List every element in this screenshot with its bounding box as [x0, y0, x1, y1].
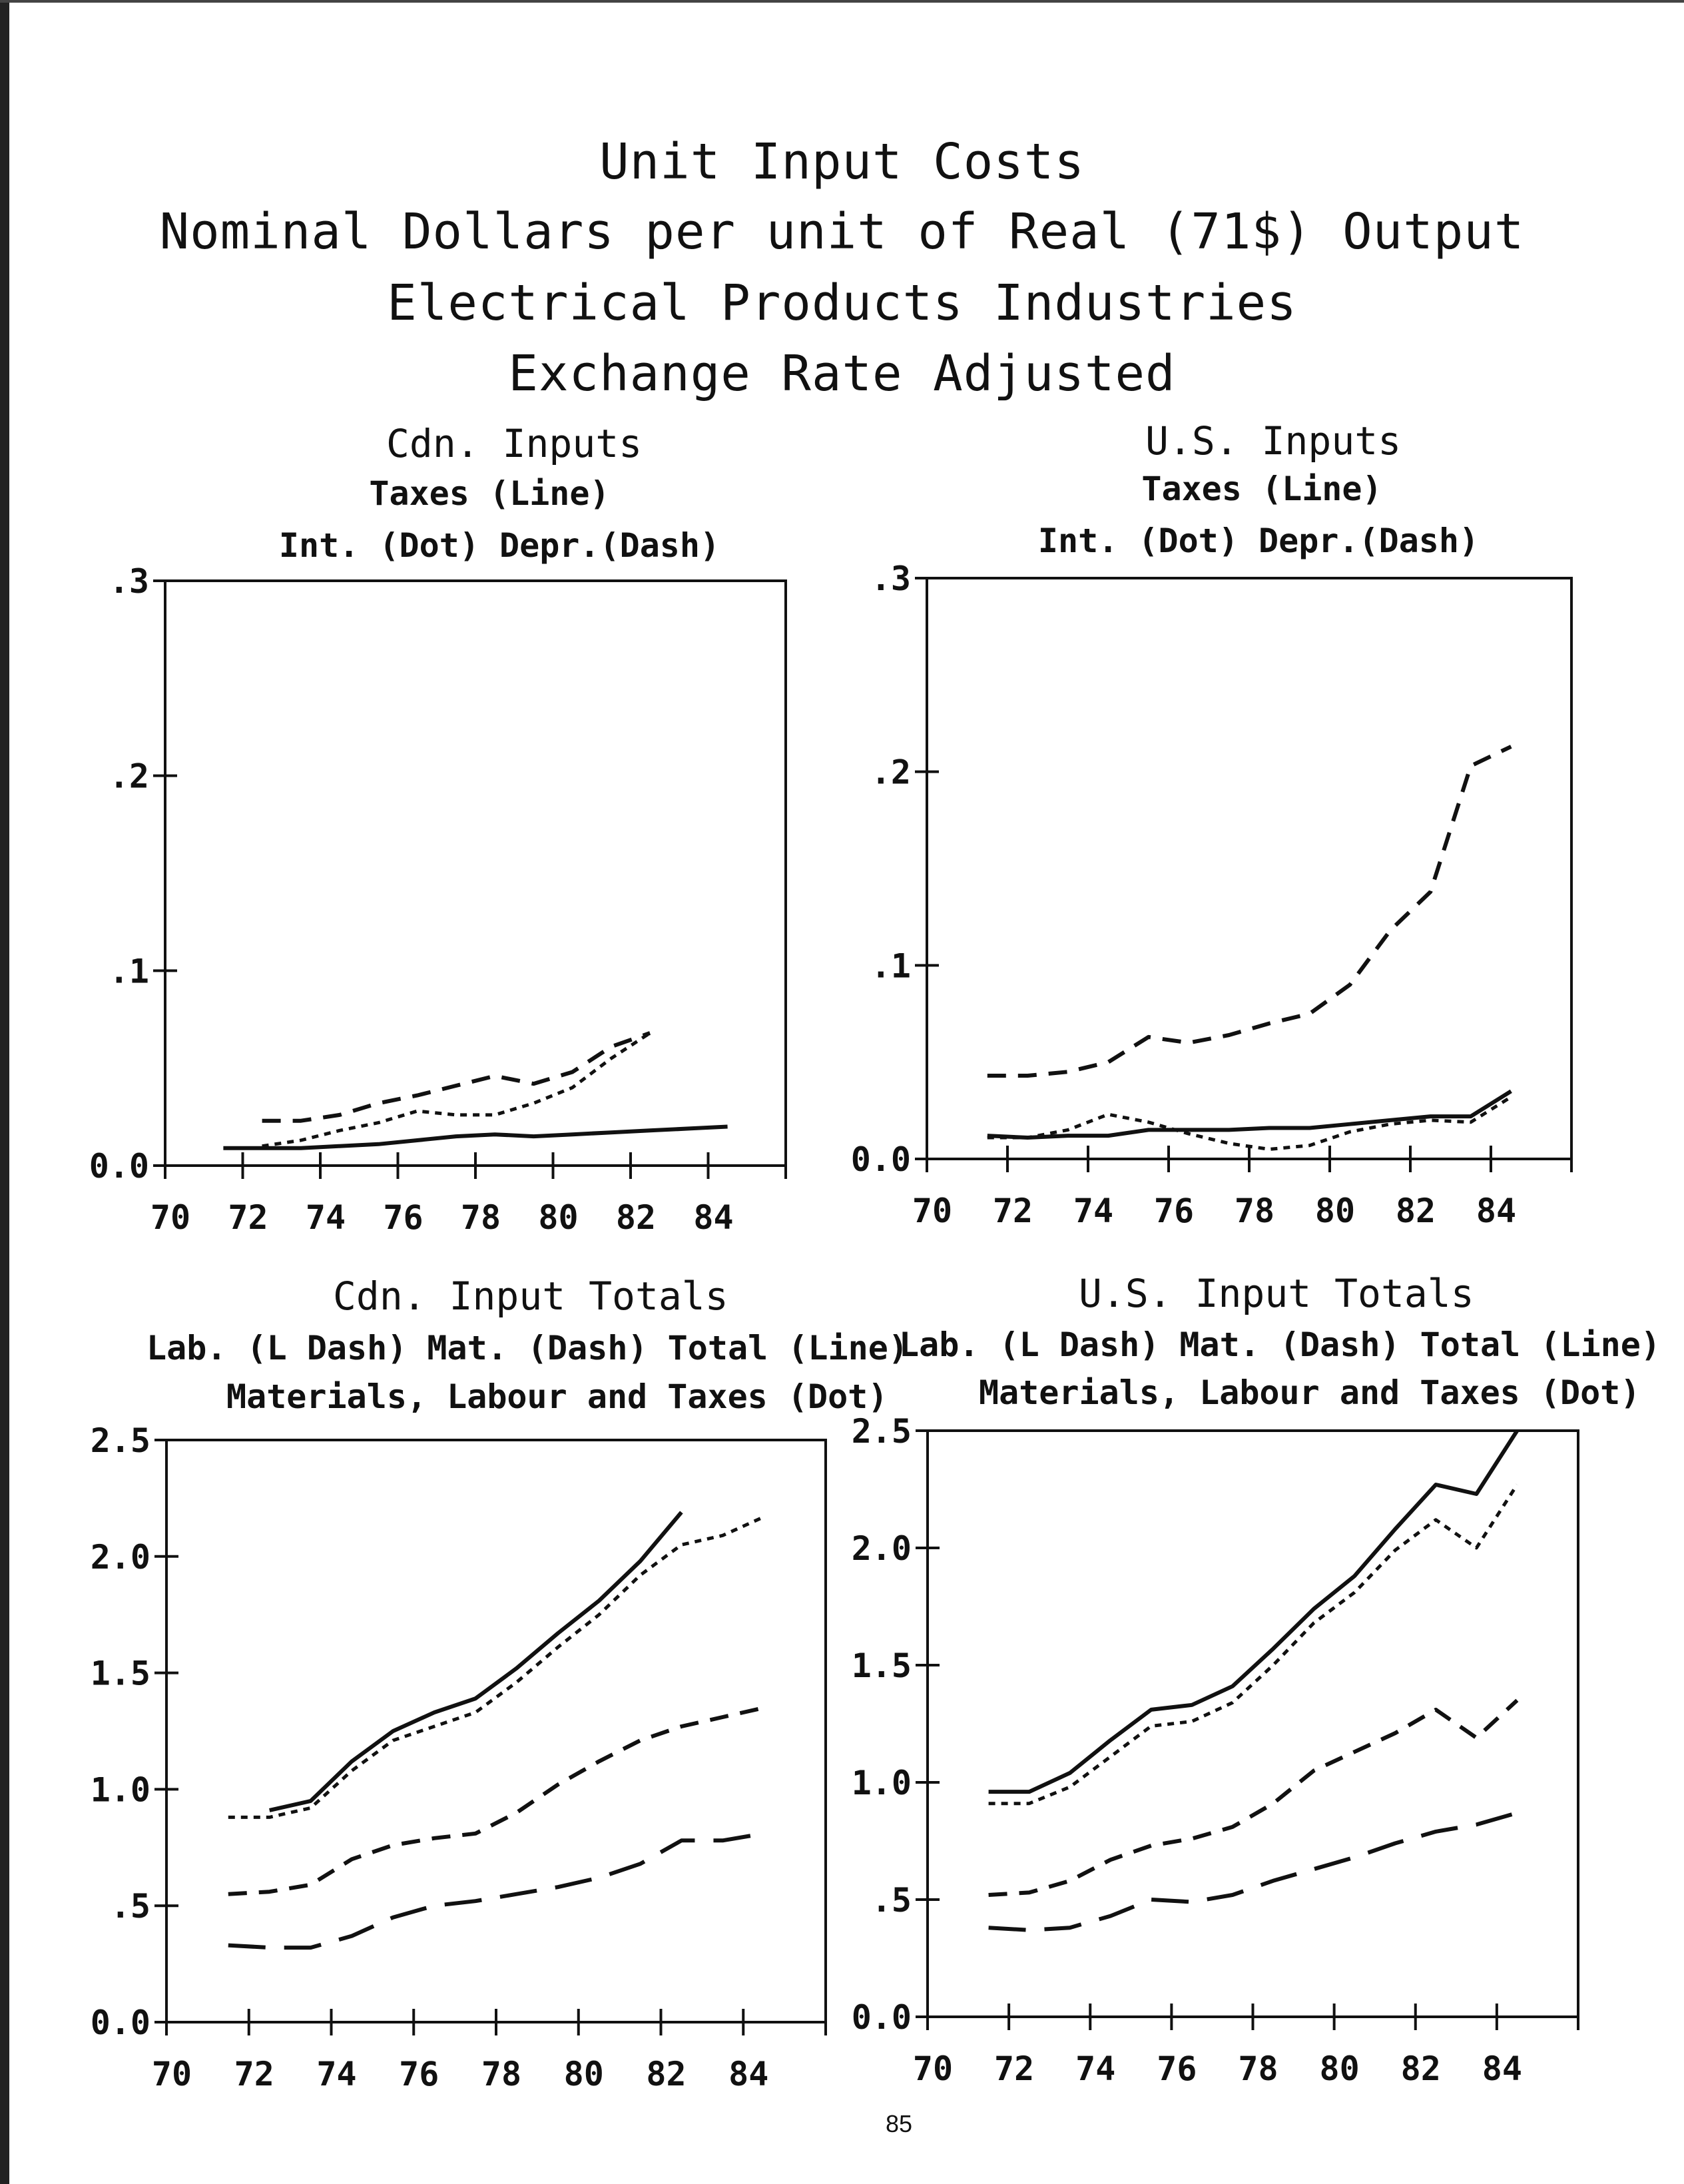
cdn-inputs-xtick-label: 82 [616, 1198, 656, 1237]
us-totals-series-dash-line [988, 1698, 1519, 1897]
cdn-inputs-series-dash-line [262, 1031, 651, 1123]
us-inputs-legend-1: Taxes (Line) [1141, 470, 1382, 508]
cdn-totals-ytick-label: 0.0 [91, 2003, 150, 2042]
page-title-line-1: Unit Input Costs [599, 133, 1085, 190]
page-edge-left [0, 0, 9, 2184]
us-totals-ytick-label: 2.0 [852, 1529, 912, 1568]
cdn-inputs-xtick-label: 78 [461, 1198, 501, 1237]
us-totals-xtick-label: 84 [1482, 2049, 1522, 2088]
cdn-totals-ytick-label: .5 [111, 1887, 150, 1926]
cdn-inputs-series-solid-line [223, 1124, 728, 1150]
us-totals-xtick-label: 76 [1157, 2049, 1197, 2088]
cdn-totals-xtick-label: 70 [152, 2055, 192, 2093]
cdn-totals-series-solid-line [269, 1511, 683, 1812]
cdn-inputs-xtick-label: 76 [383, 1198, 423, 1237]
cdn-totals-xtick-label: 74 [316, 2055, 356, 2093]
us-inputs-series-dash-line [987, 745, 1512, 1078]
cdn-totals-xtick-label: 84 [728, 2055, 768, 2093]
us-totals-ytick-label: 1.0 [852, 1764, 912, 1802]
cdn-inputs-ytick-label: .1 [109, 952, 149, 990]
cdn-inputs-ytick-label: .3 [109, 562, 149, 601]
us-totals-ytick-label: 0.0 [852, 1998, 912, 2037]
cdn-inputs-xtick-label: 70 [150, 1198, 190, 1237]
cdn-totals-series-dot-line [228, 1515, 765, 1819]
cdn-totals-xtick-label: 72 [234, 2055, 274, 2093]
us-totals-legend-2: Materials, Labour and Taxes (Dot) [979, 1373, 1641, 1412]
us-totals-xtick-label: 80 [1320, 2049, 1360, 2088]
cdn-inputs-series-dot-line [262, 1031, 651, 1148]
us-inputs-heading: U.S. Inputs [1145, 418, 1402, 464]
us-inputs-ytick-label: .2 [871, 753, 911, 792]
cdn-totals-series-longdash-line [228, 1831, 764, 1950]
cdn-totals-ytick-label: 2.0 [91, 1538, 150, 1577]
us-totals-ytick-label: 1.5 [852, 1646, 912, 1685]
cdn-totals-heading: Cdn. Input Totals [333, 1274, 728, 1319]
us-totals-ytick-label: .5 [872, 1881, 912, 1920]
us-totals-xtick-label: 78 [1238, 2049, 1278, 2088]
us-totals-heading: U.S. Input Totals [1079, 1271, 1474, 1316]
us-totals-ytick-label: 2.5 [852, 1412, 912, 1451]
page-title-line-3: Electrical Products Industries [387, 274, 1297, 332]
cdn-totals-ytick-label: 1.0 [91, 1770, 150, 1809]
us-inputs-xtick-label: 76 [1154, 1192, 1194, 1230]
cdn-totals-series-dash-line [228, 1706, 764, 1896]
us-inputs-frame [926, 577, 1573, 1160]
us-totals-xtick-label: 70 [913, 2049, 953, 2088]
us-totals-series-dot-line [988, 1483, 1519, 1806]
us-inputs-xtick-label: 84 [1476, 1192, 1516, 1230]
cdn-inputs-frame [164, 579, 787, 1167]
cdn-totals-frame [165, 1439, 827, 2023]
us-inputs-ytick-label: .1 [871, 946, 911, 985]
cdn-totals-xtick-label: 78 [481, 2055, 521, 2093]
page-edge-top [0, 0, 1684, 3]
us-inputs-xtick-label: 72 [993, 1192, 1033, 1230]
us-totals-xtick-label: 82 [1401, 2049, 1441, 2088]
cdn-inputs-xtick-label: 72 [228, 1198, 268, 1237]
us-inputs-ytick-label: 0.0 [851, 1140, 911, 1179]
us-inputs-series-solid-line [987, 1089, 1512, 1140]
cdn-inputs-xtick-label: 84 [693, 1198, 733, 1237]
cdn-totals-xtick-label: 82 [646, 2055, 686, 2093]
cdn-totals-legend-2: Materials, Labour and Taxes (Dot) [226, 1377, 888, 1416]
page-title-line-4: Exchange Rate Adjusted [508, 345, 1176, 402]
us-inputs-xtick-label: 82 [1396, 1192, 1436, 1230]
us-inputs-legend-2: Int. (Dot) Depr.(Dash) [1037, 522, 1480, 560]
us-totals-series-longdash-line [988, 1810, 1518, 1932]
cdn-totals-legend-1: Lab. (L Dash) Mat. (Dash) Total (Line) [146, 1329, 908, 1367]
cdn-totals-xtick-label: 76 [399, 2055, 439, 2093]
us-totals-legend-1: Lab. (L Dash) Mat. (Dash) Total (Line) [899, 1325, 1661, 1364]
us-totals-xtick-label: 74 [1075, 2049, 1115, 2088]
us-inputs-xtick-label: 74 [1073, 1192, 1113, 1230]
us-inputs-series-dot-line [987, 1095, 1512, 1151]
us-inputs-xtick-label: 78 [1235, 1192, 1274, 1230]
cdn-inputs-legend-1: Taxes (Line) [369, 474, 610, 513]
us-inputs-ytick-label: .3 [871, 559, 911, 598]
us-totals-xtick-label: 72 [994, 2049, 1034, 2088]
cdn-totals-ytick-label: 1.5 [91, 1654, 150, 1693]
cdn-inputs-xtick-label: 74 [306, 1198, 346, 1237]
cdn-inputs-ytick-label: .2 [109, 757, 149, 796]
us-totals-series-solid-line [988, 1429, 1519, 1794]
page-title-line-2: Nominal Dollars per unit of Real (71$) O… [159, 203, 1525, 260]
cdn-totals-xtick-label: 80 [564, 2055, 604, 2093]
page-number: 85 [886, 2110, 913, 2137]
cdn-totals-ytick-label: 2.5 [91, 1421, 150, 1460]
us-inputs-xtick-label: 80 [1315, 1192, 1355, 1230]
cdn-inputs-ytick-label: 0.0 [89, 1147, 149, 1186]
cdn-inputs-legend-2: Int. (Dot) Depr.(Dash) [278, 526, 720, 565]
us-inputs-xtick-label: 70 [912, 1192, 952, 1230]
cdn-inputs-xtick-label: 80 [538, 1198, 578, 1237]
